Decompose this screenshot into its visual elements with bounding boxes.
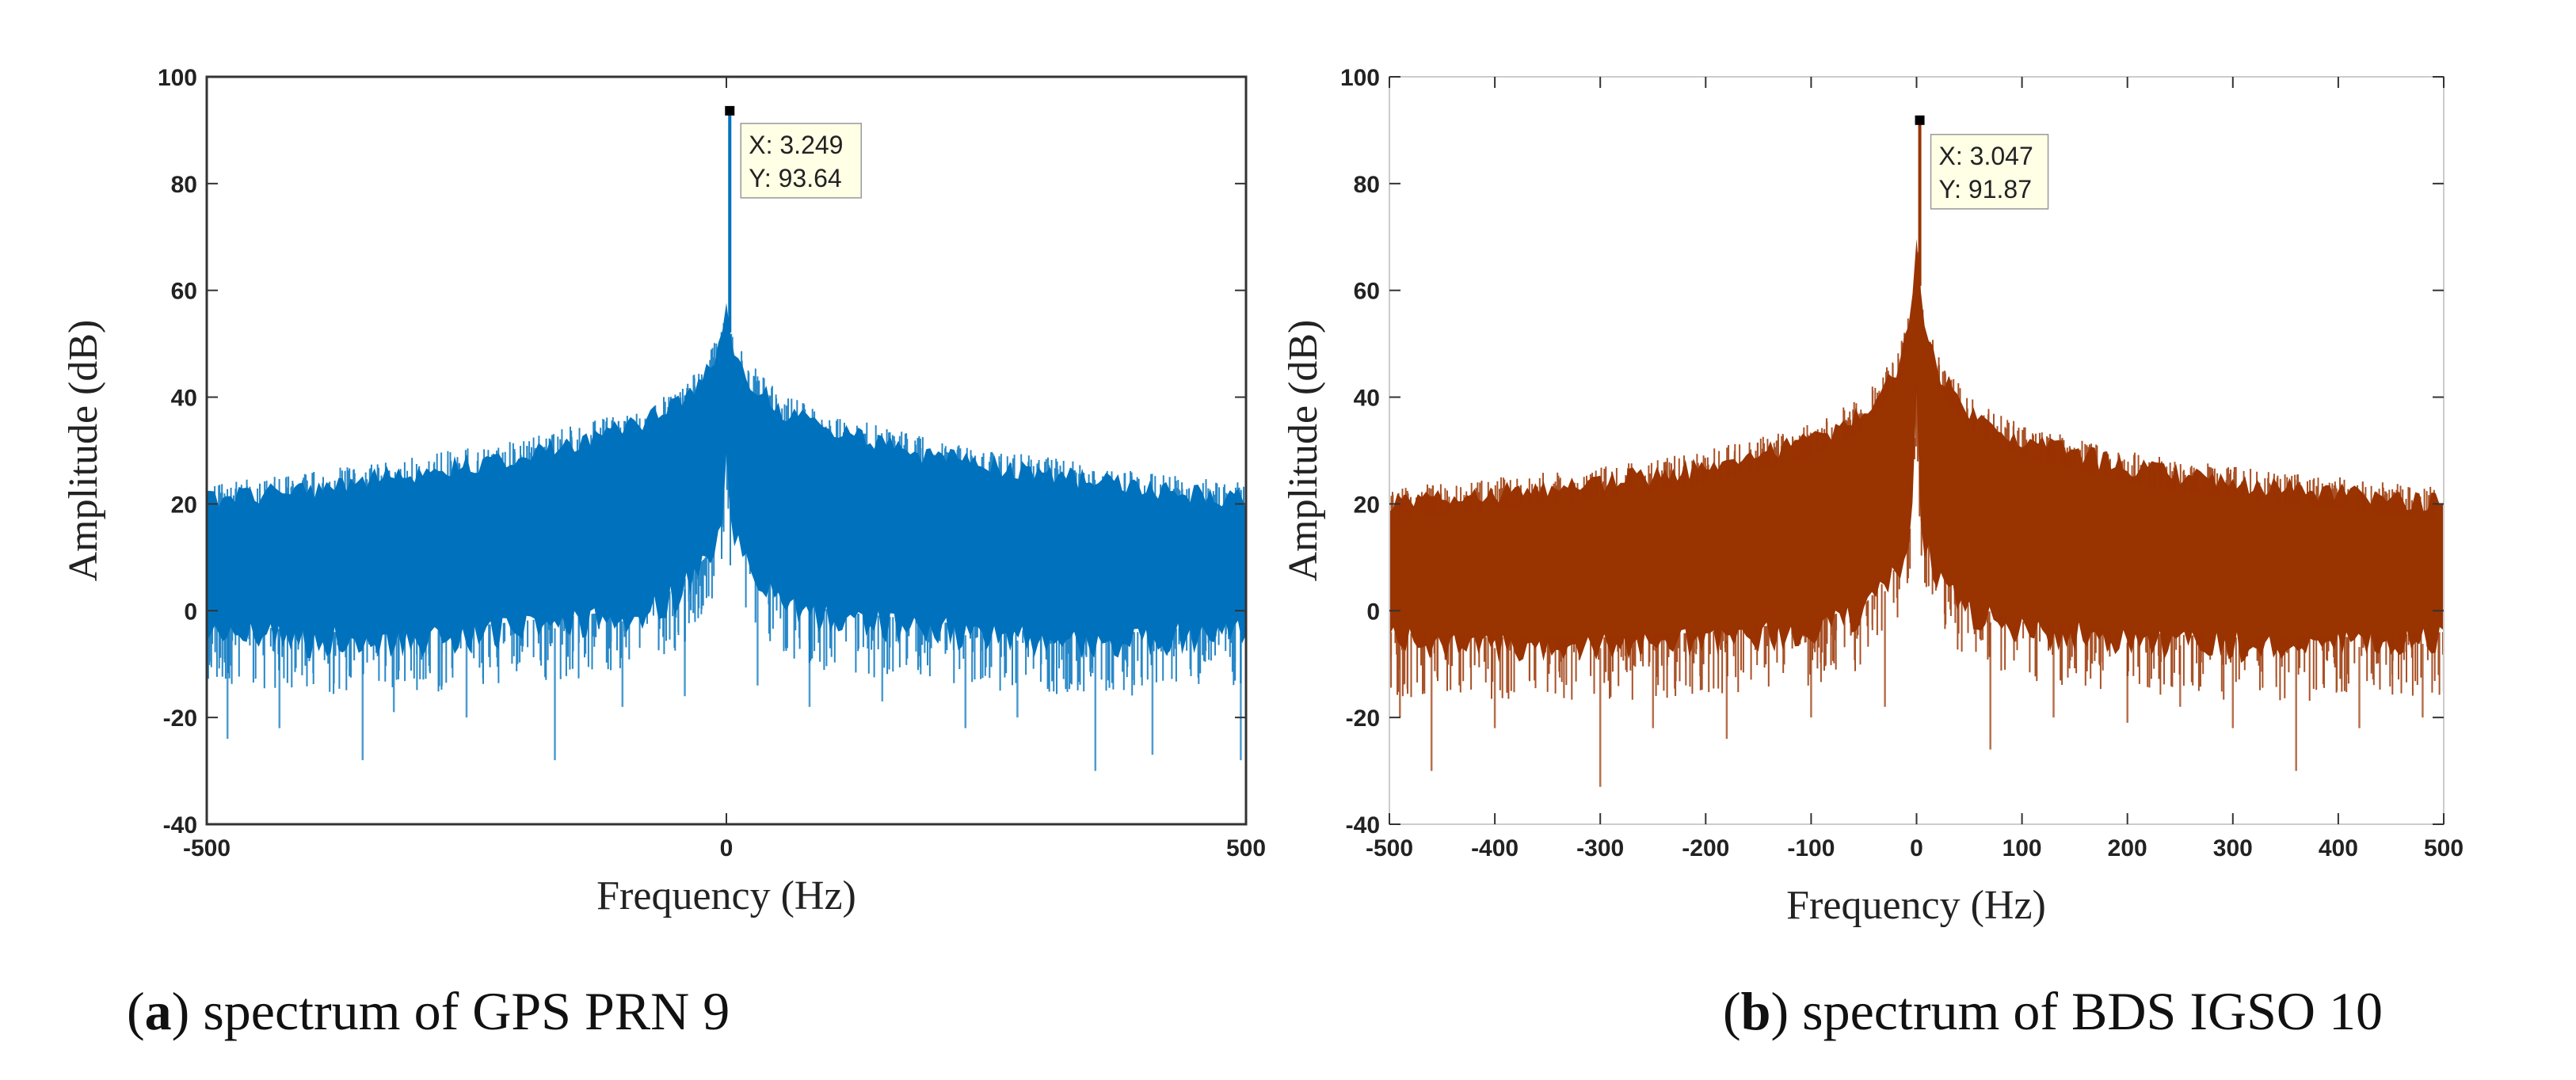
panel-b-ytick-label: -40 <box>1346 812 1380 839</box>
panel-a-xtick-label: 500 <box>1226 835 1266 861</box>
panel-b-noise-spikes <box>1389 252 2445 701</box>
panel-a-ytick-label: -40 <box>163 812 197 839</box>
panel-a-ytick-label: 80 <box>171 172 197 198</box>
panel-b-datatip-marker <box>1915 115 1925 125</box>
panel-b-ytick-label: 0 <box>1366 599 1380 625</box>
panel-b-xtick-label: 200 <box>2108 835 2147 861</box>
panel-b-datatip-y: Y: 91.87 <box>1939 175 2032 203</box>
panel-a-ytick-label: -20 <box>163 705 197 732</box>
panel-a-noise-spikes <box>206 323 1247 696</box>
panel-a-datatip[interactable]: X: 3.249 Y: 93.64 <box>725 105 863 199</box>
panel-a-deep-dips <box>226 578 1242 771</box>
panel-b-caption-letter: b <box>1741 981 1771 1041</box>
panel-b-datatip-box <box>1930 134 2049 210</box>
panel-b-ytick-label: 100 <box>1340 65 1380 91</box>
panel-a-ytick-label: 40 <box>171 386 197 412</box>
panel-b-ytick-label: -20 <box>1346 705 1380 732</box>
panel-b-xtick-label: 300 <box>2213 835 2253 861</box>
panel-b-datatip[interactable]: X: 3.047 Y: 91.87 <box>1915 115 2049 210</box>
panel-b-ytick-label: 80 <box>1354 172 1380 198</box>
panel-b-ytick-label: 60 <box>1354 279 1380 305</box>
panel-b-xtick-label: -400 <box>1471 835 1519 861</box>
panel-a-ticks: -40 -20 0 20 40 60 80 100 -500 0 500 <box>158 65 1266 861</box>
panel-a-ytick-label: 20 <box>171 492 197 518</box>
panel-b-datatip-x: X: 3.047 <box>1939 142 2033 170</box>
panel-a-xtick-label: -500 <box>183 835 231 861</box>
panel-b-ytick-label: 40 <box>1354 386 1380 412</box>
panel-a-ylabel: Amplitude (dB) <box>61 320 106 582</box>
panel-a-ytick-label: 100 <box>158 65 197 91</box>
panel-a-datatip-y: Y: 93.64 <box>749 164 841 192</box>
panel-b-xtick-label: -300 <box>1576 835 1624 861</box>
panel-b-axes-frame <box>1389 76 2445 825</box>
panel-b-xtick-label: -200 <box>1682 835 1729 861</box>
panel-a-caption: (a) spectrum of GPS PRN 9 <box>127 981 730 1041</box>
panel-b-spectrum-band <box>1389 238 2444 664</box>
panel-b-ytick-label: 20 <box>1354 492 1380 518</box>
panel-b-xtick-label: 0 <box>1910 835 1923 861</box>
panel-a-datatip-marker <box>725 105 735 116</box>
panel-b-caption-text: spectrum of BDS IGSO 10 <box>1802 981 2383 1041</box>
panel-a-xtick-label: 0 <box>720 835 734 861</box>
panel-a-ytick-label: 60 <box>171 279 197 305</box>
panel-a-spectrum-band <box>207 302 1246 659</box>
panel-a-plot-layer <box>206 110 1247 771</box>
panel-b-xtick-label: 400 <box>2319 835 2358 861</box>
panel-a-caption-text: spectrum of GPS PRN 9 <box>203 981 730 1041</box>
panel-b-xtick-label: -500 <box>1366 835 1413 861</box>
panel-a-caption-letter: a <box>145 981 172 1041</box>
panel-b-xtick-label: -100 <box>1787 835 1835 861</box>
panel-b-deep-dips <box>1399 591 2424 787</box>
panel-b-ylabel: Amplitude (dB) <box>1281 320 1326 582</box>
panel-b-plot-layer <box>1389 120 2445 787</box>
panel-a-ytick-label: 0 <box>184 599 197 625</box>
panel-b-xlabel: Frequency (Hz) <box>1786 883 2046 928</box>
panel-b-caption: (b) spectrum of BDS IGSO 10 <box>1723 981 2383 1041</box>
panel-b-xtick-label: 500 <box>2424 835 2464 861</box>
panel-a-datatip-x: X: 3.249 <box>749 131 843 159</box>
panel-a-datatip-box <box>740 123 863 199</box>
panel-a: -40 -20 0 20 40 60 80 100 -500 0 500 Frequency (Hz… <box>61 65 1266 1041</box>
panel-b-xtick-label: 100 <box>2002 835 2042 861</box>
panel-a-xlabel: Frequency (Hz) <box>596 873 856 918</box>
